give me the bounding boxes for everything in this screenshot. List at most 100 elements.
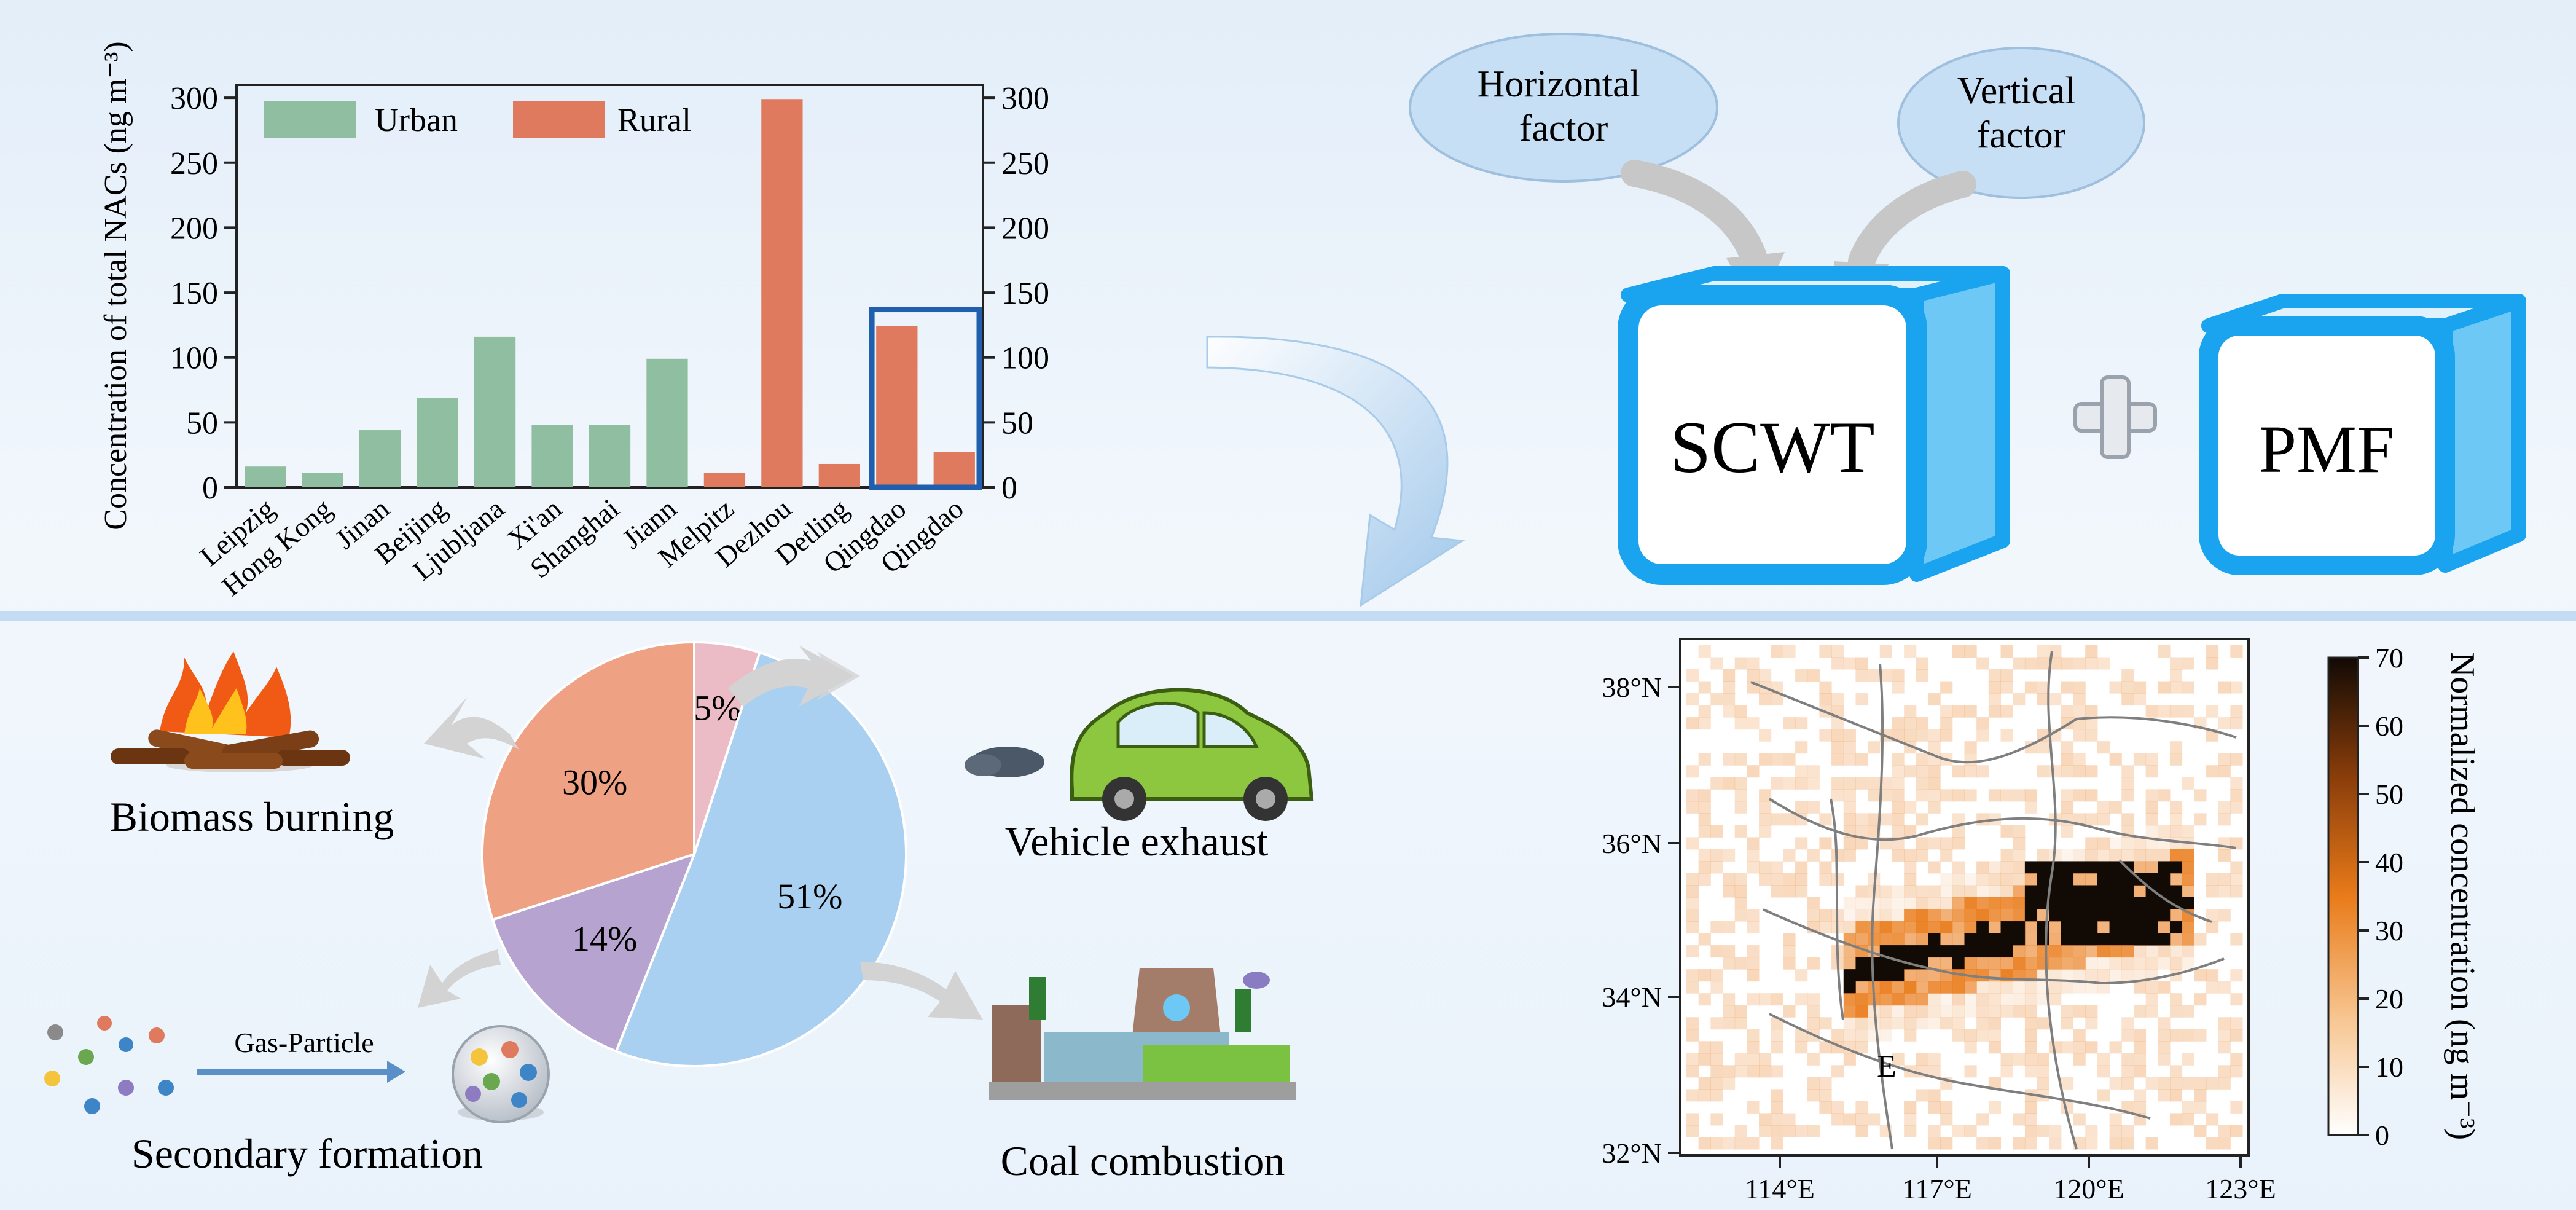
bar-chart: 0 50 100 150 200 250 300 0 50 100 150 200 250 300 Le… xyxy=(98,41,1049,602)
pie-slice-biomass-burning xyxy=(481,640,695,922)
aerosol-sphere-icon xyxy=(452,1025,550,1123)
map-cell xyxy=(1698,993,1711,1006)
map-cell xyxy=(1952,945,1965,958)
map-cell xyxy=(1710,1113,1723,1126)
map-cell xyxy=(2133,909,2147,922)
map-cell xyxy=(1916,981,1928,994)
map-cell xyxy=(2073,981,2086,994)
map-cell xyxy=(2230,1125,2243,1137)
map-cell xyxy=(1843,993,1856,1006)
map-cell xyxy=(1783,777,1796,790)
map-cell xyxy=(2230,933,2243,946)
map-cell xyxy=(2049,765,2062,778)
map-cell xyxy=(2218,873,2231,886)
bar-qingdao-12 xyxy=(933,452,975,487)
map-cell xyxy=(2158,861,2171,874)
map-cell xyxy=(2024,789,2038,802)
map-cell xyxy=(1892,993,1905,1006)
map-cell xyxy=(1868,741,1881,754)
map-cell xyxy=(1855,909,1868,922)
map-cell xyxy=(2230,705,2243,718)
map-cell xyxy=(1855,969,1868,982)
map-cell xyxy=(1819,681,1832,694)
map-cell xyxy=(1734,657,1747,670)
plus-sign xyxy=(2073,375,2157,459)
map-cell xyxy=(1904,1101,1917,1114)
pmf-cube: PMF xyxy=(2199,294,2526,575)
map-cell xyxy=(1783,1113,1796,1126)
map-cell xyxy=(2097,921,2110,934)
horizontal-factor-label: Horizontal factor xyxy=(1478,63,1650,149)
map-cell xyxy=(2182,777,2194,790)
map-cell xyxy=(1855,933,1868,946)
map-cell xyxy=(2230,681,2243,694)
map-cell xyxy=(2049,981,2062,994)
map-cell xyxy=(2182,897,2194,910)
province-boundaries xyxy=(1750,651,2237,1150)
map-cell xyxy=(2121,957,2134,970)
map-cell xyxy=(1952,897,1965,910)
map-cell xyxy=(2121,897,2134,910)
map-cell xyxy=(1686,1065,1699,1078)
map-cell xyxy=(2013,837,2026,850)
map-cell xyxy=(2061,873,2074,886)
map-cell xyxy=(1976,945,1989,958)
map-cell xyxy=(1807,1125,1820,1137)
map-cell xyxy=(2145,789,2158,802)
map-cell xyxy=(1843,969,1856,982)
map-cell xyxy=(1879,789,1892,802)
map-cell xyxy=(2024,1017,2038,1030)
map-cell xyxy=(1710,1137,1723,1150)
map-cell xyxy=(1686,885,1699,898)
map-cell xyxy=(2024,993,2038,1006)
map-cell xyxy=(2024,1125,2038,1137)
y-tick-label-right: 200 xyxy=(1001,211,1049,246)
map-cell xyxy=(2133,1053,2147,1066)
map-cell xyxy=(2121,777,2134,790)
pie-label: 14% xyxy=(572,919,637,959)
map-cell xyxy=(1723,885,1736,898)
map-cell xyxy=(1928,921,1941,934)
map-cell xyxy=(1855,753,1868,766)
map-cell xyxy=(1734,909,1747,922)
map-cell xyxy=(1964,873,1977,886)
map-cell xyxy=(1807,1005,1820,1018)
map-cell xyxy=(2121,945,2134,958)
map-cell xyxy=(2133,753,2147,766)
map-cell xyxy=(1916,945,1928,958)
map-cell xyxy=(2121,969,2134,982)
map-cell xyxy=(2024,945,2038,958)
map-cell xyxy=(2169,741,2183,754)
map-cell xyxy=(1747,1065,1760,1078)
map-cell xyxy=(2145,753,2158,766)
map-cell xyxy=(2206,921,2219,934)
map-cell xyxy=(2073,1053,2086,1066)
map-cell xyxy=(1976,885,1989,898)
map-cell xyxy=(1831,717,1844,730)
map-cell xyxy=(1771,753,1783,766)
map-cell xyxy=(1928,1053,1941,1066)
map-cell xyxy=(1843,1005,1856,1018)
map-cell xyxy=(1964,645,1977,658)
map-cell xyxy=(1686,897,1699,910)
bar-melpitz-8 xyxy=(703,473,746,487)
map-cell xyxy=(2121,669,2134,682)
map-cell xyxy=(1879,969,1892,982)
map-cell xyxy=(1783,885,1796,898)
map-cell xyxy=(1952,909,1965,922)
map-cell xyxy=(2206,657,2219,670)
map-cell xyxy=(2037,897,2049,910)
vehicle-exhaust-label: Vehicle exhaust xyxy=(1005,818,1269,865)
map-cell xyxy=(2000,945,2013,958)
map-cell xyxy=(1710,1053,1723,1066)
map-cell xyxy=(1710,861,1723,874)
map-cell xyxy=(2061,933,2074,946)
map-cell xyxy=(1904,1017,1917,1030)
bar-dezhou-9 xyxy=(761,99,803,487)
y-axis-label: Concentration of total NACs (ng m⁻³) xyxy=(98,41,133,530)
map-cell xyxy=(2121,849,2134,862)
map-cell xyxy=(2061,885,2074,898)
map-cell xyxy=(1904,885,1917,898)
map-cell xyxy=(1759,813,1772,826)
map-cell xyxy=(2230,789,2243,802)
